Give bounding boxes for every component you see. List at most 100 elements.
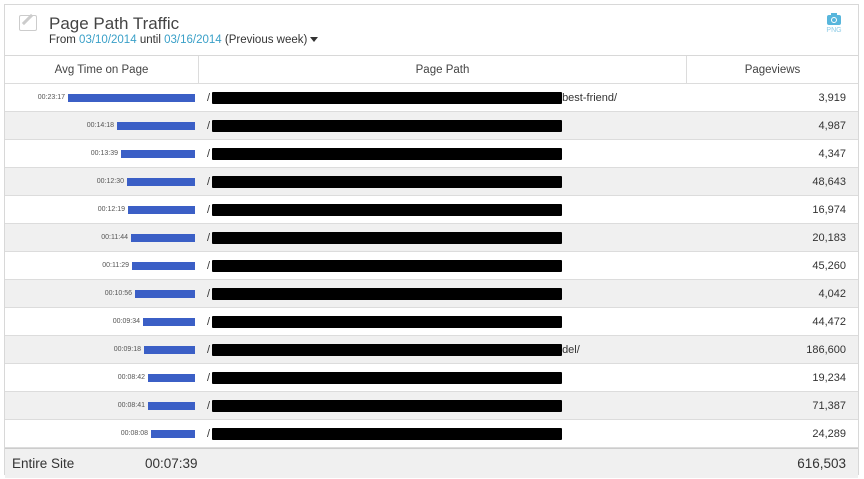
pageviews-cell: 3,919 bbox=[818, 91, 846, 104]
page-path-prefix: / bbox=[207, 147, 211, 160]
column-header-avg-time[interactable]: Avg Time on Page bbox=[5, 56, 199, 83]
avg-time-cell: 00:12:19 bbox=[5, 196, 199, 223]
page-path-cell[interactable]: / bbox=[199, 224, 687, 251]
column-header-page-path[interactable]: Page Path bbox=[199, 56, 687, 83]
avg-time-bar bbox=[148, 401, 195, 410]
redaction-block bbox=[212, 427, 563, 440]
table-body: 00:23:17 / best-friend/ 3,919 00:14:18 / 4… bbox=[5, 84, 858, 448]
avg-time-cell: 00:11:29 bbox=[5, 252, 199, 279]
table-row[interactable]: 00:08:41 / 71,387 bbox=[5, 392, 858, 420]
page-path-cell[interactable]: / bbox=[199, 112, 687, 139]
page-path-cell[interactable]: / bbox=[199, 168, 687, 195]
redaction-block bbox=[212, 91, 563, 104]
redaction-block bbox=[212, 119, 563, 132]
avg-time-bar bbox=[151, 429, 195, 438]
page-path-cell[interactable]: / bbox=[199, 420, 687, 447]
range-dropdown[interactable]: (Previous week) bbox=[225, 34, 319, 46]
page-path-cell[interactable]: / bbox=[199, 280, 687, 307]
redaction-block bbox=[212, 203, 563, 216]
date-range: From 03/10/2014 until 03/16/2014 (Previo… bbox=[49, 34, 319, 46]
avg-time-bar bbox=[117, 121, 195, 130]
page-path-prefix: / bbox=[207, 203, 211, 216]
avg-time-bar bbox=[135, 289, 195, 298]
avg-time-cell: 00:09:34 bbox=[5, 308, 199, 335]
avg-time-value: 00:12:30 bbox=[96, 178, 124, 185]
table-row[interactable]: 00:14:18 / 4,987 bbox=[5, 112, 858, 140]
avg-time-bar bbox=[132, 261, 195, 270]
avg-time-bar bbox=[128, 205, 195, 214]
redaction-block bbox=[212, 287, 563, 300]
page-path-prefix: / bbox=[207, 175, 211, 188]
start-date-link[interactable]: 03/10/2014 bbox=[79, 34, 137, 46]
redaction-block bbox=[212, 259, 563, 272]
page-path-cell[interactable]: / bbox=[199, 252, 687, 279]
page-path-prefix: / bbox=[207, 399, 211, 412]
avg-time-value: 00:08:42 bbox=[117, 374, 145, 381]
redaction-block bbox=[212, 371, 563, 384]
table-row[interactable]: 00:23:17 / best-friend/ 3,919 bbox=[5, 84, 858, 112]
page-path-cell[interactable]: / del/ bbox=[199, 336, 687, 363]
table-row[interactable]: 00:08:08 / 24,289 bbox=[5, 420, 858, 448]
page-path-prefix: / bbox=[207, 231, 211, 244]
camera-icon bbox=[827, 13, 841, 25]
pageviews-cell: 4,987 bbox=[818, 119, 846, 132]
page-path-prefix: / bbox=[207, 287, 211, 300]
end-date-link[interactable]: 03/16/2014 bbox=[164, 34, 222, 46]
avg-time-bar bbox=[143, 317, 195, 326]
avg-time-value: 00:08:41 bbox=[117, 402, 145, 409]
widget-title: Page Path Traffic bbox=[49, 14, 180, 33]
page-path-cell[interactable]: / bbox=[199, 364, 687, 391]
page-path-cell[interactable]: / best-friend/ bbox=[199, 84, 687, 111]
page-path-cell[interactable]: / bbox=[199, 196, 687, 223]
redaction-block bbox=[212, 175, 563, 188]
avg-time-value: 00:09:34 bbox=[112, 318, 140, 325]
avg-time-value: 00:08:08 bbox=[120, 430, 148, 437]
pageviews-cell: 71,387 bbox=[812, 399, 846, 412]
avg-time-bar bbox=[68, 93, 195, 102]
column-header-pageviews[interactable]: Pageviews bbox=[744, 63, 801, 76]
avg-time-cell: 00:08:08 bbox=[5, 420, 199, 447]
page-path-prefix: / bbox=[207, 315, 211, 328]
edit-icon[interactable] bbox=[19, 15, 37, 31]
table-row[interactable]: 00:12:19 / 16,974 bbox=[5, 196, 858, 224]
page-path-prefix: / bbox=[207, 91, 211, 104]
export-png-label: PNG bbox=[826, 27, 842, 34]
table-header: Avg Time on Page Page Path Pageviews bbox=[5, 56, 858, 84]
widget-header: Page Path Traffic From 03/10/2014 until … bbox=[5, 5, 858, 56]
avg-time-cell: 00:14:18 bbox=[5, 112, 199, 139]
page-path-cell[interactable]: / bbox=[199, 140, 687, 167]
redaction-block bbox=[212, 399, 563, 412]
avg-time-bar bbox=[127, 177, 195, 186]
export-png-button[interactable]: PNG bbox=[824, 13, 844, 34]
total-label: Entire Site bbox=[12, 456, 75, 471]
page-path-prefix: / bbox=[207, 259, 211, 272]
avg-time-bar bbox=[131, 233, 195, 242]
pageviews-cell: 4,042 bbox=[818, 287, 846, 300]
page-path-suffix: del/ bbox=[562, 343, 580, 356]
avg-time-cell: 00:12:30 bbox=[5, 168, 199, 195]
avg-time-value: 00:10:56 bbox=[104, 290, 132, 297]
redaction-block bbox=[212, 231, 563, 244]
page-path-prefix: / bbox=[207, 343, 211, 356]
page-path-cell[interactable]: / bbox=[199, 308, 687, 335]
table-row[interactable]: 00:08:42 / 19,234 bbox=[5, 364, 858, 392]
table-row[interactable]: 00:09:34 / 44,472 bbox=[5, 308, 858, 336]
avg-time-bar bbox=[121, 149, 195, 158]
avg-time-cell: 00:10:56 bbox=[5, 280, 199, 307]
table-row[interactable]: 00:11:29 / 45,260 bbox=[5, 252, 858, 280]
avg-time-cell: 00:23:17 bbox=[5, 84, 199, 111]
avg-time-bar bbox=[144, 345, 195, 354]
table-row[interactable]: 00:12:30 / 48,643 bbox=[5, 168, 858, 196]
avg-time-cell: 00:09:18 bbox=[5, 336, 199, 363]
pageviews-cell: 48,643 bbox=[812, 175, 846, 188]
avg-time-cell: 00:08:42 bbox=[5, 364, 199, 391]
table-row[interactable]: 00:11:44 / 20,183 bbox=[5, 224, 858, 252]
table-row[interactable]: 00:09:18 / del/ 186,600 bbox=[5, 336, 858, 364]
pageviews-cell: 16,974 bbox=[812, 203, 846, 216]
table-row[interactable]: 00:10:56 / 4,042 bbox=[5, 280, 858, 308]
table-row[interactable]: 00:13:39 / 4,347 bbox=[5, 140, 858, 168]
table-footer-total: Entire Site 00:07:39 616,503 bbox=[5, 448, 858, 478]
total-avg-time: 00:07:39 bbox=[145, 456, 198, 471]
from-label: From bbox=[49, 34, 76, 46]
page-path-cell[interactable]: / bbox=[199, 392, 687, 419]
